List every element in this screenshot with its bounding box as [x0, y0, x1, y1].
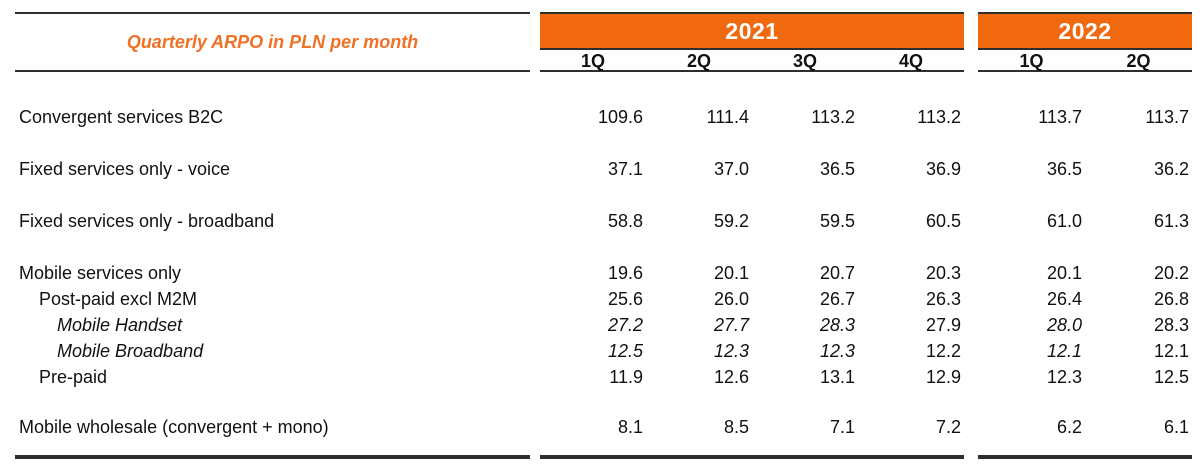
- value-cell: 36.9: [925, 159, 961, 179]
- value-cell: 113.7: [1038, 107, 1082, 127]
- value-cell: 26.4: [1046, 289, 1082, 309]
- row-mobile-broadband: Mobile Broadband 12.5 12.3 12.3 12.2 12.…: [15, 338, 1192, 364]
- quarter-header-1q-2021: 1Q: [540, 50, 646, 72]
- quarter-header-2q-2022: 2Q: [1085, 50, 1192, 72]
- value-cell: 59.5: [819, 211, 855, 231]
- row-mobile-only: Mobile services only 19.6 20.1 20.7 20.3…: [15, 260, 1192, 286]
- value-cell: 113.2: [917, 107, 961, 127]
- quarter-header-4q-2021: 4Q: [858, 50, 964, 72]
- value-cell: 28.0: [1046, 315, 1082, 335]
- value-cell: 37.0: [713, 159, 749, 179]
- row-mobile-wholesale: Mobile wholesale (convergent + mono) 8.1…: [15, 414, 1192, 440]
- row-label: Fixed services only - voice: [19, 159, 231, 179]
- value-cell: 12.2: [925, 341, 961, 361]
- value-cell: 61.0: [1046, 211, 1082, 231]
- value-cell: 61.3: [1153, 211, 1189, 231]
- value-cell: 26.3: [925, 289, 961, 309]
- value-cell: 6.1: [1163, 417, 1189, 437]
- row-label: Fixed services only - broadband: [19, 211, 275, 231]
- value-cell: 7.1: [829, 417, 855, 437]
- value-cell: 12.3: [819, 341, 855, 361]
- table-header: Quarterly ARPO in PLN per month 2021 202…: [15, 12, 1192, 72]
- value-cell: 27.7: [713, 315, 749, 335]
- value-cell: 109.6: [597, 107, 643, 127]
- arpo-table: Quarterly ARPO in PLN per month 2021 202…: [15, 0, 1192, 459]
- quarter-header-1q-2022: 1Q: [978, 50, 1085, 72]
- value-cell: 27.9: [925, 315, 961, 335]
- value-cell: 26.7: [819, 289, 855, 309]
- value-cell: 19.6: [607, 263, 643, 283]
- table-title-cell: Quarterly ARPO in PLN per month: [15, 12, 530, 72]
- value-cell: 12.1: [1046, 341, 1082, 361]
- row-label: Mobile Handset: [57, 315, 183, 335]
- value-cell: 28.3: [1153, 315, 1189, 335]
- value-cell: 20.3: [925, 263, 961, 283]
- table-title: Quarterly ARPO in PLN per month: [126, 31, 419, 52]
- value-cell: 8.5: [723, 417, 749, 437]
- value-cell: 20.1: [1046, 263, 1082, 283]
- bottom-rule-2021-block: [540, 455, 964, 459]
- value-cell: 12.5: [607, 341, 643, 361]
- value-cell: 36.5: [819, 159, 855, 179]
- value-cell: 13.1: [819, 367, 855, 387]
- row-fixed-broadband: Fixed services only - broadband 58.8 59.…: [15, 208, 1192, 234]
- value-cell: 12.3: [713, 341, 749, 361]
- value-cell: 113.2: [811, 107, 855, 127]
- row-postpaid: Post-paid excl M2M 25.6 26.0 26.7 26.3 2…: [15, 286, 1192, 312]
- value-cell: 12.5: [1153, 367, 1189, 387]
- value-cell: 59.2: [713, 211, 749, 231]
- row-label: Convergent services B2C: [19, 107, 224, 127]
- value-cell: 8.1: [617, 417, 643, 437]
- value-cell: 26.0: [713, 289, 749, 309]
- value-cell: 27.2: [607, 315, 643, 335]
- value-cell: 111.4: [706, 107, 749, 127]
- row-label: Mobile services only: [19, 263, 182, 283]
- value-cell: 113.7: [1145, 107, 1189, 127]
- value-cell: 26.8: [1153, 289, 1189, 309]
- value-cell: 11.9: [609, 367, 643, 387]
- value-cell: 12.1: [1153, 341, 1189, 361]
- row-label: Mobile Broadband: [57, 341, 204, 361]
- value-cell: 58.8: [607, 211, 643, 231]
- table-footer-rules: [15, 455, 1192, 459]
- row-label: Post-paid excl M2M: [39, 289, 198, 309]
- year-banner-2022: 2022: [978, 12, 1192, 50]
- row-prepaid: Pre-paid 11.9 12.6 13.1 12.9 12.3 12.5: [15, 364, 1192, 390]
- row-mobile-handset: Mobile Handset 27.2 27.7 28.3 27.9 28.0 …: [15, 312, 1192, 338]
- quarter-header-2q-2021: 2Q: [646, 50, 752, 72]
- bottom-rule-2022-block: [978, 455, 1192, 459]
- value-cell: 20.7: [819, 263, 855, 283]
- value-cell: 6.2: [1056, 417, 1082, 437]
- value-cell: 28.3: [819, 315, 855, 335]
- value-cell: 20.2: [1153, 263, 1189, 283]
- quarter-header-3q-2021: 3Q: [752, 50, 858, 72]
- value-cell: 36.2: [1153, 159, 1189, 179]
- value-cell: 20.1: [713, 263, 749, 283]
- value-cell: 36.5: [1046, 159, 1082, 179]
- bottom-rule-label-column: [15, 455, 530, 459]
- value-cell: 37.1: [607, 159, 643, 179]
- value-cell: 12.6: [713, 367, 749, 387]
- row-label: Mobile wholesale (convergent + mono): [19, 417, 329, 437]
- value-cell: 7.2: [935, 417, 961, 437]
- value-cell: 25.6: [607, 289, 643, 309]
- year-banner-2021: 2021: [540, 12, 964, 50]
- row-fixed-voice: Fixed services only - voice 37.1 37.0 36…: [15, 156, 1192, 182]
- value-cell: 12.9: [925, 367, 961, 387]
- row-label: Pre-paid: [39, 367, 108, 387]
- value-cell: 60.5: [925, 211, 961, 231]
- row-convergent-b2c: Convergent services B2C 109.6 111.4 113.…: [15, 104, 1192, 130]
- value-cell: 12.3: [1046, 367, 1082, 387]
